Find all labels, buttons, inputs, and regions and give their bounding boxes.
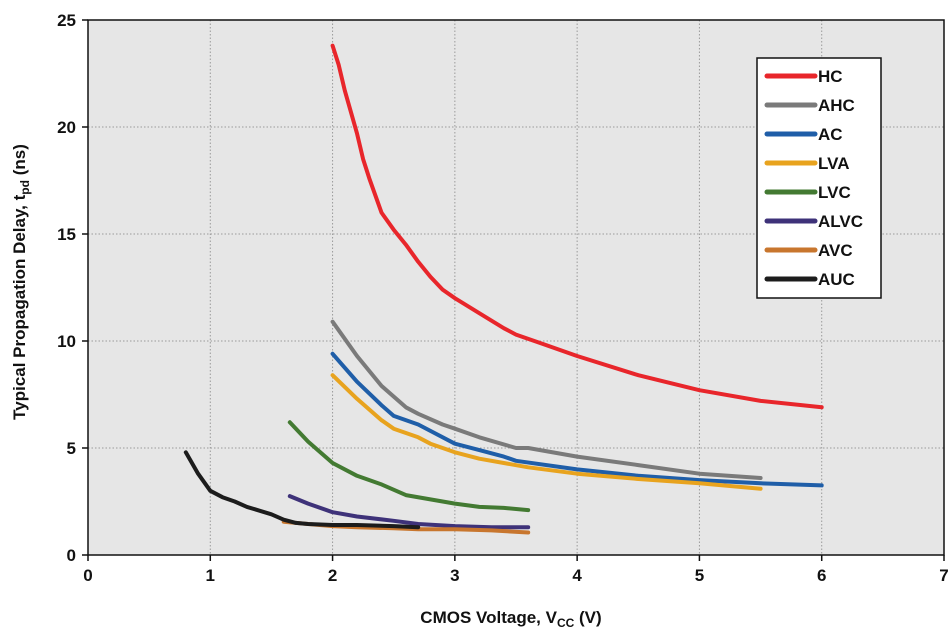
legend-label-ac: AC [818, 125, 843, 144]
legend-label-avc: AVC [818, 241, 853, 260]
series-line-ac [330, 351, 824, 488]
x-axis-title-sub: CC [557, 616, 575, 630]
legend-label-hc: HC [818, 67, 843, 86]
x-tick-label: 2 [328, 566, 337, 585]
legend-label-lva: LVA [818, 154, 849, 173]
y-tick-label: 0 [67, 546, 76, 565]
series-line-lvc [287, 420, 531, 513]
x-tick-label: 4 [572, 566, 582, 585]
x-axis-title: CMOS Voltage, VCC (V) [420, 608, 601, 630]
x-tick-label: 6 [817, 566, 826, 585]
y-tick-label: 5 [67, 439, 76, 458]
y-tick-label: 25 [57, 11, 76, 30]
series-line-alvc [287, 494, 531, 530]
x-tick-label: 7 [939, 566, 948, 585]
y-tick-label: 20 [57, 118, 76, 137]
tick-labels: 0 1 2 3 4 5 6 7 0 5 10 15 20 25 [57, 11, 949, 585]
plot-frame [87, 19, 945, 556]
legend: HC AHC AC LVA LVC ALVC AVC AUC [756, 57, 882, 299]
x-tick-label: 5 [695, 566, 704, 585]
legend-box [756, 57, 882, 299]
y-tick-label: 10 [57, 332, 76, 351]
x-tick-label: 1 [206, 566, 215, 585]
x-tick-label: 3 [450, 566, 459, 585]
y-tick-label: 15 [57, 225, 76, 244]
legend-label-alvc: ALVC [818, 212, 863, 231]
legend-label-ahc: AHC [818, 96, 855, 115]
x-axis-title-tail: (V) [574, 608, 601, 627]
series-line-auc [183, 450, 421, 530]
series-line-hc [330, 43, 824, 410]
x-axis-title-main: CMOS Voltage, V [420, 608, 557, 627]
series-line-lva [330, 373, 763, 491]
series-lines [183, 43, 824, 535]
legend-label-lvc: LVC [818, 183, 851, 202]
legend-label-auc: AUC [818, 270, 855, 289]
x-tick-label: 0 [83, 566, 92, 585]
series-line-ahc [330, 319, 763, 480]
y-axis-title-main: Typical Propagation Delay, t [10, 194, 29, 419]
y-axis-title-sub: pd [18, 180, 32, 195]
axes [82, 19, 945, 561]
y-axis-title-tail: (ns) [10, 144, 29, 180]
y-axis-title: Typical Propagation Delay, tpd (ns) [10, 144, 32, 420]
